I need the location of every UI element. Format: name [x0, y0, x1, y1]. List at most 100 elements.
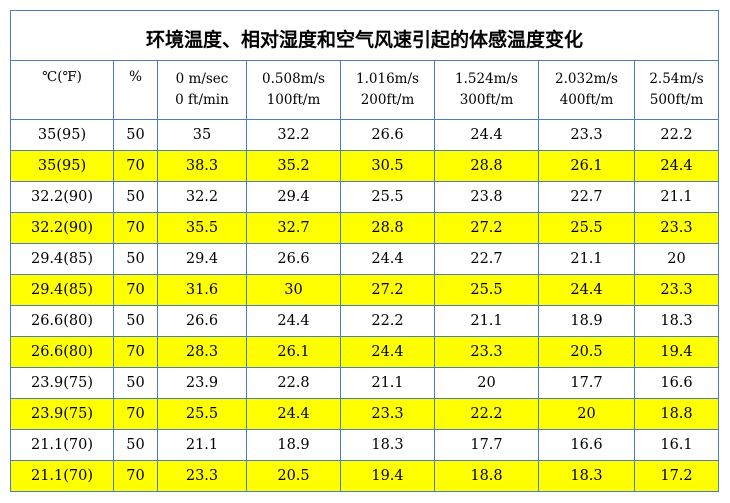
table-cell-speed-100[interactable]: 35.2 — [246, 150, 341, 182]
table-cell-temperature[interactable]: 21.1(70) — [10, 429, 114, 461]
table-cell-humidity[interactable]: 70 — [113, 150, 158, 182]
table-cell-speed-300[interactable]: 28.8 — [434, 150, 539, 182]
table-cell-humidity[interactable]: 50 — [113, 119, 158, 151]
table-cell-humidity[interactable]: 50 — [113, 367, 158, 399]
table-cell-humidity[interactable]: 70 — [113, 336, 158, 368]
table-cell-speed-400[interactable]: 16.6 — [538, 429, 635, 461]
table-cell-speed-0[interactable]: 26.6 — [157, 305, 247, 337]
table-cell-speed-300[interactable]: 22.7 — [434, 243, 539, 275]
table-cell-speed-400[interactable]: 21.1 — [538, 243, 635, 275]
table-cell-speed-0[interactable]: 35.5 — [157, 212, 247, 244]
table-cell-speed-500[interactable]: 17.2 — [633, 460, 720, 492]
table-cell-speed-200[interactable]: 28.8 — [340, 212, 435, 244]
table-cell-speed-0[interactable]: 35 — [157, 119, 247, 151]
table-cell-speed-200[interactable]: 26.6 — [340, 119, 435, 151]
table-cell-humidity[interactable]: 70 — [113, 212, 158, 244]
table-cell-speed-0[interactable]: 25.5 — [157, 398, 247, 430]
table-cell-speed-500[interactable]: 23.3 — [633, 212, 720, 244]
table-cell-temperature[interactable]: 26.6(80) — [10, 336, 114, 368]
table-cell-speed-300[interactable]: 23.8 — [434, 181, 539, 213]
table-cell-speed-400[interactable]: 26.1 — [538, 150, 635, 182]
table-cell-speed-100[interactable]: 26.1 — [246, 336, 341, 368]
table-cell-speed-0[interactable]: 21.1 — [157, 429, 247, 461]
table-cell-speed-200[interactable]: 18.3 — [340, 429, 435, 461]
table-cell-speed-100[interactable]: 26.6 — [246, 243, 341, 275]
table-cell-temperature[interactable]: 23.9(75) — [10, 367, 114, 399]
table-cell-temperature[interactable]: 35(95) — [10, 119, 114, 151]
table-cell-speed-300[interactable]: 23.3 — [434, 336, 539, 368]
table-cell-speed-400[interactable]: 25.5 — [538, 212, 635, 244]
table-cell-temperature[interactable]: 32.2(90) — [10, 181, 114, 213]
table-cell-speed-0[interactable]: 23.9 — [157, 367, 247, 399]
table-cell-speed-400[interactable]: 24.4 — [538, 274, 635, 306]
table-cell-speed-200[interactable]: 30.5 — [340, 150, 435, 182]
table-cell-speed-100[interactable]: 24.4 — [246, 305, 341, 337]
table-cell-temperature[interactable]: 21.1(70) — [10, 460, 114, 492]
table-cell-speed-300[interactable]: 25.5 — [434, 274, 539, 306]
table-cell-speed-100[interactable]: 22.8 — [246, 367, 341, 399]
table-cell-humidity[interactable]: 50 — [113, 181, 158, 213]
table-cell-speed-300[interactable]: 24.4 — [434, 119, 539, 151]
column-header-line2: 0 ft/min — [175, 92, 229, 108]
table-cell-temperature[interactable]: 23.9(75) — [10, 398, 114, 430]
table-cell-speed-0[interactable]: 29.4 — [157, 243, 247, 275]
table-cell-speed-100[interactable]: 32.2 — [246, 119, 341, 151]
table-cell-speed-300[interactable]: 20 — [434, 367, 539, 399]
table-cell-speed-500[interactable]: 16.6 — [633, 367, 720, 399]
table-cell-temperature[interactable]: 32.2(90) — [10, 212, 114, 244]
table-cell-speed-200[interactable]: 23.3 — [340, 398, 435, 430]
table-cell-speed-0[interactable]: 31.6 — [157, 274, 247, 306]
table-cell-speed-100[interactable]: 30 — [246, 274, 341, 306]
table-cell-speed-0[interactable]: 28.3 — [157, 336, 247, 368]
table-cell-speed-200[interactable]: 27.2 — [340, 274, 435, 306]
table-cell-humidity[interactable]: 70 — [113, 460, 158, 492]
table-cell-speed-500[interactable]: 20 — [633, 243, 720, 275]
table-cell-speed-0[interactable]: 32.2 — [157, 181, 247, 213]
table-cell-humidity[interactable]: 70 — [113, 398, 158, 430]
table-cell-humidity[interactable]: 50 — [113, 429, 158, 461]
table-cell-speed-500[interactable]: 19.4 — [633, 336, 720, 368]
table-cell-speed-500[interactable]: 23.3 — [633, 274, 720, 306]
table-cell-speed-400[interactable]: 23.3 — [538, 119, 635, 151]
table-cell-temperature[interactable]: 35(95) — [10, 150, 114, 182]
table-cell-speed-0[interactable]: 38.3 — [157, 150, 247, 182]
table-cell-speed-400[interactable]: 22.7 — [538, 181, 635, 213]
table-cell-temperature[interactable]: 29.4(85) — [10, 243, 114, 275]
table-cell-speed-200[interactable]: 21.1 — [340, 367, 435, 399]
table-cell-speed-100[interactable]: 18.9 — [246, 429, 341, 461]
table-cell-speed-400[interactable]: 20 — [538, 398, 635, 430]
table-cell-speed-500[interactable]: 22.2 — [633, 119, 720, 151]
table-cell-speed-300[interactable]: 21.1 — [434, 305, 539, 337]
table-cell-speed-500[interactable]: 21.1 — [633, 181, 720, 213]
column-header-line1: 0.508m/s — [262, 71, 325, 87]
table-cell-speed-400[interactable]: 17.7 — [538, 367, 635, 399]
column-header-humidity: % — [113, 60, 158, 120]
table-cell-speed-100[interactable]: 29.4 — [246, 181, 341, 213]
table-cell-humidity[interactable]: 50 — [113, 243, 158, 275]
table-cell-speed-500[interactable]: 16.1 — [633, 429, 720, 461]
table-cell-speed-400[interactable]: 20.5 — [538, 336, 635, 368]
table-cell-speed-200[interactable]: 25.5 — [340, 181, 435, 213]
table-cell-speed-300[interactable]: 18.8 — [434, 460, 539, 492]
table-cell-speed-500[interactable]: 18.8 — [633, 398, 720, 430]
table-cell-humidity[interactable]: 70 — [113, 274, 158, 306]
table-cell-speed-400[interactable]: 18.3 — [538, 460, 635, 492]
table-cell-speed-300[interactable]: 22.2 — [434, 398, 539, 430]
table-cell-speed-300[interactable]: 17.7 — [434, 429, 539, 461]
table-cell-speed-200[interactable]: 22.2 — [340, 305, 435, 337]
table-cell-humidity[interactable]: 50 — [113, 305, 158, 337]
table-cell-speed-0[interactable]: 23.3 — [157, 460, 247, 492]
table-cell-speed-300[interactable]: 27.2 — [434, 212, 539, 244]
table-cell-speed-100[interactable]: 20.5 — [246, 460, 341, 492]
table-cell-speed-100[interactable]: 24.4 — [246, 398, 341, 430]
table-cell-speed-100[interactable]: 32.7 — [246, 212, 341, 244]
table-cell-temperature[interactable]: 29.4(85) — [10, 274, 114, 306]
table-cell-speed-200[interactable]: 24.4 — [340, 336, 435, 368]
table-cell-temperature[interactable]: 26.6(80) — [10, 305, 114, 337]
table-cell-speed-200[interactable]: 24.4 — [340, 243, 435, 275]
table-cell-speed-500[interactable]: 18.3 — [633, 305, 720, 337]
table-cell-speed-200[interactable]: 19.4 — [340, 460, 435, 492]
table-row: 23.9(75) 50 23.9 22.8 21.1 20 17.7 16.6 — [10, 367, 720, 399]
table-cell-speed-400[interactable]: 18.9 — [538, 305, 635, 337]
table-cell-speed-500[interactable]: 24.4 — [633, 150, 720, 182]
